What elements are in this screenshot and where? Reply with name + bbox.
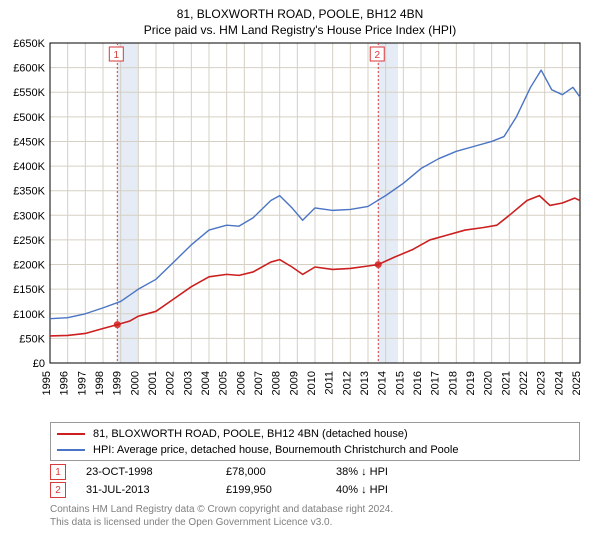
svg-text:£100K: £100K	[13, 309, 45, 321]
svg-text:1996: 1996	[59, 371, 71, 395]
swatch-icon	[57, 449, 85, 451]
svg-text:2013: 2013	[359, 371, 371, 395]
swatch-icon	[57, 433, 85, 435]
svg-text:1997: 1997	[76, 371, 88, 395]
page-title-line-1: 81, BLOXWORTH ROAD, POOLE, BH12 4BN	[0, 6, 600, 22]
svg-text:2020: 2020	[483, 371, 495, 395]
svg-text:2016: 2016	[412, 371, 424, 395]
svg-text:£0: £0	[33, 358, 45, 370]
sale-marker-row: 1 23-OCT-1998£78,00038% ↓ HPI	[50, 463, 600, 481]
svg-text:2019: 2019	[465, 371, 477, 395]
svg-text:2012: 2012	[341, 371, 353, 395]
svg-text:2015: 2015	[394, 371, 406, 395]
svg-text:1999: 1999	[112, 371, 124, 395]
svg-text:£200K: £200K	[13, 260, 45, 272]
svg-text:2002: 2002	[165, 371, 177, 395]
svg-text:2004: 2004	[200, 371, 212, 395]
svg-text:£350K: £350K	[13, 186, 45, 198]
sale-date: 23-OCT-1998	[86, 466, 226, 478]
attribution-line: Contains HM Land Registry data © Crown c…	[50, 503, 580, 516]
svg-text:1: 1	[114, 50, 120, 61]
svg-text:£500K: £500K	[13, 112, 45, 124]
svg-text:£450K: £450K	[13, 137, 45, 149]
svg-text:£400K: £400K	[13, 161, 45, 173]
svg-text:2000: 2000	[129, 371, 141, 395]
svg-text:2009: 2009	[288, 371, 300, 395]
svg-text:£550K: £550K	[13, 88, 45, 100]
svg-text:2014: 2014	[377, 371, 389, 395]
svg-text:£650K: £650K	[13, 38, 45, 50]
svg-text:£300K: £300K	[13, 211, 45, 223]
legend-item-hpi: HPI: Average price, detached house, Bour…	[57, 442, 573, 458]
legend-label: 81, BLOXWORTH ROAD, POOLE, BH12 4BN (det…	[93, 428, 408, 440]
svg-text:2007: 2007	[253, 371, 265, 395]
sale-date: 31-JUL-2013	[86, 484, 226, 496]
svg-text:£150K: £150K	[13, 285, 45, 297]
svg-text:2024: 2024	[553, 371, 565, 395]
sale-price: £199,950	[226, 484, 336, 496]
svg-text:2006: 2006	[235, 371, 247, 395]
svg-text:2008: 2008	[271, 371, 283, 395]
legend-item-property: 81, BLOXWORTH ROAD, POOLE, BH12 4BN (det…	[57, 426, 573, 442]
svg-text:2001: 2001	[147, 371, 159, 395]
legend-label: HPI: Average price, detached house, Bour…	[93, 444, 458, 456]
svg-text:2011: 2011	[324, 371, 336, 395]
sale-vs-hpi: 38% ↓ HPI	[336, 466, 388, 478]
svg-text:2017: 2017	[430, 371, 442, 395]
svg-text:2010: 2010	[306, 371, 318, 395]
svg-text:1995: 1995	[41, 371, 53, 395]
svg-text:£600K: £600K	[13, 63, 45, 75]
sale-price: £78,000	[226, 466, 336, 478]
svg-text:2023: 2023	[536, 371, 548, 395]
svg-text:2005: 2005	[218, 371, 230, 395]
legend: 81, BLOXWORTH ROAD, POOLE, BH12 4BN (det…	[50, 422, 580, 461]
price-chart: £0 £50K £100K £150K £200K £250K £300K £350K £400…	[0, 38, 600, 418]
svg-text:2022: 2022	[518, 371, 530, 395]
attribution: Contains HM Land Registry data © Crown c…	[50, 503, 580, 529]
sale-marker-row: 2 31-JUL-2013£199,95040% ↓ HPI	[50, 481, 600, 499]
svg-text:2: 2	[374, 50, 380, 61]
attribution-line: This data is licensed under the Open Gov…	[50, 516, 580, 529]
svg-text:1998: 1998	[94, 371, 106, 395]
svg-text:2018: 2018	[447, 371, 459, 395]
svg-text:2025: 2025	[571, 371, 583, 395]
sale-vs-hpi: 40% ↓ HPI	[336, 484, 388, 496]
svg-text:£250K: £250K	[13, 235, 45, 247]
svg-text:£50K: £50K	[19, 334, 45, 346]
svg-text:2021: 2021	[500, 371, 512, 395]
sale-marker-badge: 2	[50, 482, 66, 498]
svg-text:2003: 2003	[182, 371, 194, 395]
page-title-line-2: Price paid vs. HM Land Registry's House …	[0, 22, 600, 38]
sale-marker-badge: 1	[50, 464, 66, 480]
